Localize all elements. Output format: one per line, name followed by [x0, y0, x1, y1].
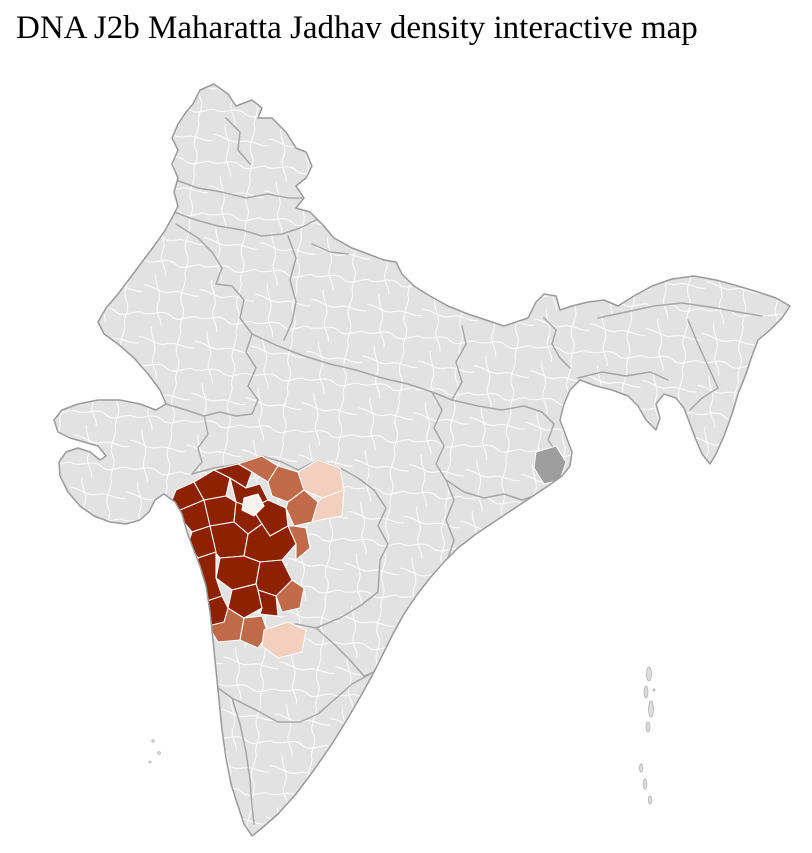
island [639, 763, 643, 773]
state-border-line [165, 403, 253, 417]
state-border-line [431, 391, 447, 481]
state-border-line [191, 455, 375, 491]
district-d1[interactable] [193, 469, 231, 501]
island [643, 685, 649, 699]
state-border-line [225, 117, 251, 165]
island [151, 739, 155, 743]
state-border-line [687, 319, 719, 389]
andaman-nicobar-islands [639, 666, 656, 805]
state-border-line [315, 627, 375, 677]
state-border-line [451, 325, 467, 401]
state-border-line [231, 697, 301, 723]
state-border-line [451, 399, 559, 455]
state-border-line [175, 223, 233, 287]
island [642, 778, 648, 790]
district-d2[interactable] [213, 463, 253, 489]
island [652, 688, 656, 692]
island [646, 666, 652, 682]
island [148, 760, 152, 764]
state-border-line [191, 415, 209, 475]
state-border-line [597, 302, 763, 319]
lakshadweep-islands [148, 739, 161, 764]
island [157, 751, 161, 755]
state-border-line [231, 285, 259, 415]
district-d12[interactable] [257, 589, 279, 617]
state-border-line [445, 479, 455, 559]
state-border-line [373, 489, 389, 561]
island [648, 795, 652, 805]
island [648, 700, 654, 718]
state-border-line [689, 387, 719, 411]
state-border-line [283, 235, 297, 341]
state-border-line [543, 317, 571, 369]
state-border-line [175, 179, 305, 199]
district-l3[interactable] [261, 621, 307, 659]
island [645, 721, 651, 733]
district-w1[interactable] [241, 493, 265, 517]
state-border-line [577, 371, 669, 381]
district-mesh-overlay [54, 84, 790, 836]
state-border-line [311, 243, 349, 255]
state-border-line [251, 333, 453, 401]
state-border-line [173, 211, 317, 237]
district-l2[interactable] [311, 489, 345, 523]
district-mesh-fill [54, 84, 790, 836]
state-borders [165, 117, 763, 825]
page-title: DNA J2b Maharatta Jadhav density interac… [16, 10, 698, 46]
state-border-line [299, 671, 375, 723]
